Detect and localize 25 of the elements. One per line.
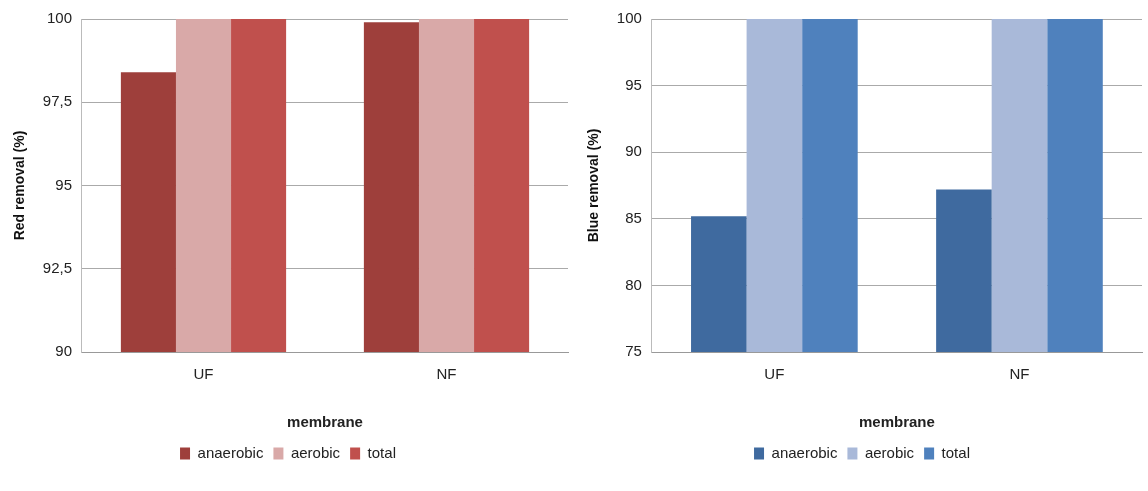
- y-tick-label: 100: [616, 9, 642, 27]
- legend-label: aerobic: [290, 443, 341, 461]
- y-tick-label: 85: [625, 208, 642, 226]
- y-tick-label: 95: [55, 175, 72, 193]
- legend-label: total: [941, 443, 970, 461]
- legend-label: anaerobic: [197, 443, 264, 461]
- y-tick-label: 92,5: [42, 258, 72, 276]
- y-tick-label: 90: [625, 142, 642, 160]
- y-tick-label: 97,5: [42, 92, 72, 110]
- y-axis-title: Red removal (%): [11, 130, 28, 241]
- x-tick-label: NF: [436, 365, 457, 383]
- y-tick-label: 90: [55, 342, 72, 360]
- y-tick-label: 80: [625, 275, 642, 293]
- x-tick-label: NF: [1009, 365, 1030, 383]
- y-tick-label: 95: [625, 75, 642, 93]
- x-tick-label: UF: [193, 365, 214, 383]
- x-tick-label: UF: [764, 365, 785, 383]
- legend-label: aerobic: [864, 443, 915, 461]
- legend-label: anaerobic: [771, 443, 838, 461]
- legend-label: total: [367, 443, 396, 461]
- y-tick-label: 75: [625, 342, 642, 360]
- x-axis-title: membrane: [287, 413, 363, 431]
- x-axis-title: membrane: [858, 413, 935, 431]
- y-tick-label: 100: [46, 9, 72, 27]
- y-axis-title: Blue removal (%): [585, 128, 602, 243]
